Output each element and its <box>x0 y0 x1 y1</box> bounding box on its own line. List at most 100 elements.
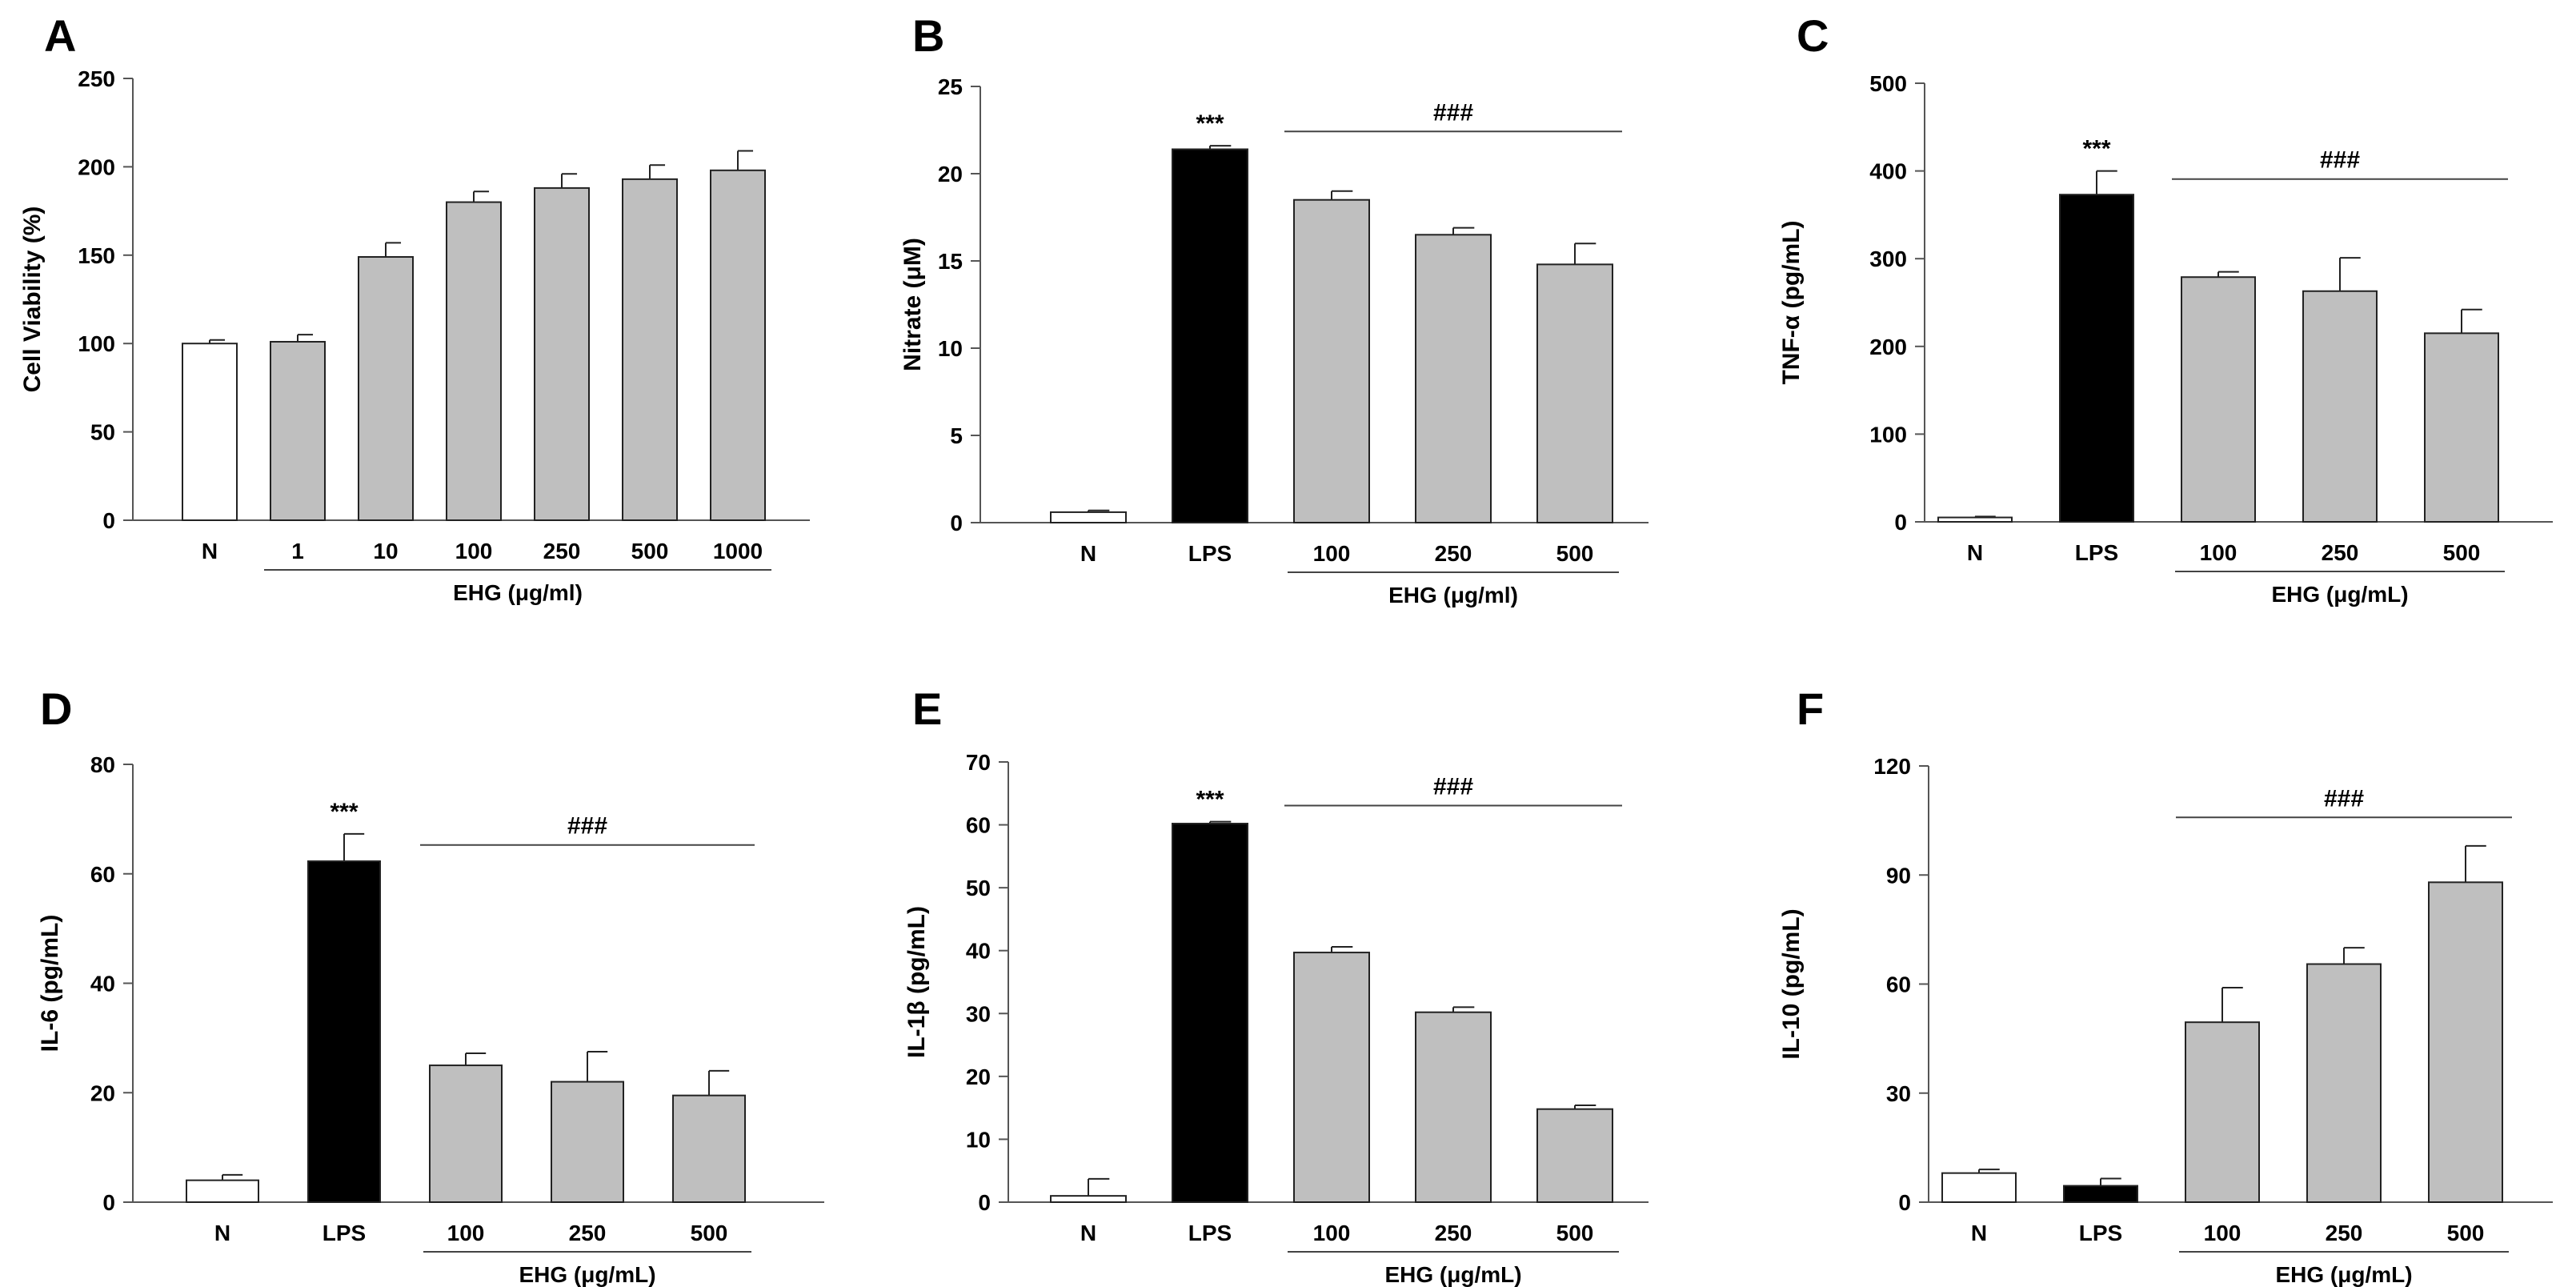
y-axis-label: TNF-α (pg/mL) <box>1778 220 1805 384</box>
x-tick-label: 10 <box>373 539 398 563</box>
bar-N <box>1050 1195 1127 1203</box>
x-tick-label: LPS <box>1188 1221 1232 1245</box>
x-tick-label: 500 <box>2447 1221 2485 1245</box>
y-tick-label: 100 <box>1869 422 1907 447</box>
significance-hash: ### <box>2320 147 2360 174</box>
group-label: EHG (μg/mL) <box>519 1262 655 1287</box>
group-label: EHG (μg/mL) <box>2271 582 2408 607</box>
y-tick-label: 400 <box>1869 159 1907 184</box>
significance-stars: *** <box>2082 136 2110 162</box>
significance-hash: ### <box>1433 99 1473 126</box>
y-tick-label: 20 <box>90 1081 115 1105</box>
bar-LPS <box>1172 148 1248 523</box>
x-tick-label: LPS <box>2075 540 2118 565</box>
y-axis-label: Cell Viability (%) <box>19 206 46 393</box>
y-tick-label: 300 <box>1869 247 1907 271</box>
y-tick-label: 0 <box>1898 1190 1911 1215</box>
y-tick-label: 5 <box>950 423 963 448</box>
y-axis-label: Nitrate (μM) <box>899 238 926 371</box>
bar-250 <box>551 1081 624 1203</box>
group-label: EHG (μg/mL) <box>2275 1262 2412 1287</box>
chart-panel-c: C 0 100 200 300 400 500 TNF-α (pg/mL) N LPS 100 250… <box>1778 10 2553 607</box>
y-tick-label: 0 <box>102 508 115 533</box>
x-tick-label: 500 <box>1556 541 1594 566</box>
x-tick-label: N <box>1080 1221 1096 1245</box>
bar-1 <box>270 340 326 521</box>
chart-panel-d: D 0 20 40 60 80 IL-6 (pg/mL) N LPS 100 250 500 EHG (… <box>37 684 824 1287</box>
bar-LPS <box>2063 1185 2138 1203</box>
x-tick-label: N <box>1971 1221 1987 1245</box>
y-axis-label: IL-10 (pg/mL) <box>1778 908 1805 1059</box>
bar-N <box>186 1179 259 1204</box>
bar-100 <box>1293 198 1370 523</box>
y-tick-label: 70 <box>966 750 991 775</box>
group-label: EHG (μg/ml) <box>453 580 583 605</box>
y-tick-label: 30 <box>966 1001 991 1026</box>
x-tick-label: 1 <box>291 539 304 563</box>
y-tick-label: 0 <box>950 511 963 535</box>
y-tick-label: 0 <box>102 1190 115 1215</box>
y-tick-label: 200 <box>1869 335 1907 359</box>
panel-letter: E <box>912 684 942 734</box>
y-tick-label: 60 <box>90 862 115 887</box>
x-tick-label: N <box>1967 540 1983 565</box>
panel-letter: A <box>44 10 76 61</box>
bar-100 <box>2185 1021 2260 1203</box>
y-tick-label: 60 <box>966 813 991 838</box>
bar-250 <box>1415 1011 1492 1203</box>
chart-panel-f: F 0 30 60 90 120 IL-10 (pg/mL) N LPS 100 250 500 EHG… <box>1778 684 2553 1287</box>
x-tick-label: 100 <box>2204 1221 2241 1245</box>
bar-500 <box>1536 1108 1613 1203</box>
significance-stars: *** <box>1196 110 1224 137</box>
bar-LPS <box>1172 823 1248 1203</box>
bar-100 <box>446 201 502 521</box>
bar-500 <box>672 1094 746 1203</box>
bar-100 <box>429 1064 503 1203</box>
x-tick-label: LPS <box>2079 1221 2122 1245</box>
bar-10 <box>358 256 414 521</box>
x-tick-label: 500 <box>631 539 669 563</box>
y-tick-label: 20 <box>966 1064 991 1089</box>
bar-250 <box>534 186 590 521</box>
x-tick-label: 250 <box>569 1221 607 1245</box>
group-label: EHG (μg/mL) <box>1384 1262 1521 1287</box>
bar-500 <box>1536 263 1613 523</box>
bar-N <box>1941 1172 2017 1203</box>
bar-100 <box>2181 276 2256 523</box>
bar-500 <box>2428 881 2503 1204</box>
y-tick-label: 150 <box>78 243 115 268</box>
significance-hash: ### <box>567 813 607 840</box>
bar-250 <box>2306 963 2382 1204</box>
x-tick-label: 100 <box>2200 540 2237 565</box>
y-tick-label: 30 <box>1886 1081 1911 1106</box>
y-tick-label: 60 <box>1886 972 1911 997</box>
x-tick-label: 250 <box>543 539 581 563</box>
y-tick-label: 100 <box>78 331 115 356</box>
x-tick-label: 100 <box>447 1221 485 1245</box>
x-tick-label: 250 <box>2322 540 2359 565</box>
chart-panel-e: E 0 10 20 30 40 50 60 70 IL-1β (pg/mL) N LPS 100 250 5… <box>903 684 1649 1287</box>
y-tick-label: 120 <box>1873 754 1911 779</box>
group-label: EHG (μg/ml) <box>1388 583 1518 607</box>
y-tick-label: 0 <box>1894 510 1907 535</box>
y-tick-label: 10 <box>938 336 963 361</box>
y-tick-label: 40 <box>90 972 115 996</box>
panel-letter: D <box>40 684 72 734</box>
chart-panel-a: A 0 50 100 150 200 250 Cell Viability (%) N 1 10 10… <box>19 10 810 605</box>
x-tick-label: N <box>214 1221 230 1245</box>
bar-100 <box>1293 952 1370 1203</box>
y-axis-label: IL-6 (pg/mL) <box>37 915 63 1052</box>
panel-letter: B <box>912 10 944 61</box>
x-tick-label: 250 <box>1435 541 1472 566</box>
x-tick-label: LPS <box>1188 541 1232 566</box>
y-tick-label: 200 <box>78 154 115 179</box>
y-tick-label: 0 <box>978 1190 991 1215</box>
y-tick-label: 50 <box>966 876 991 900</box>
chart-panel-b: B 0 5 10 15 20 25 Nitrate (μM) N LPS 100 250 500 EHG … <box>899 10 1649 607</box>
bar-500 <box>2424 332 2499 523</box>
y-tick-label: 50 <box>90 420 115 445</box>
bar-N <box>182 343 238 522</box>
significance-hash: ### <box>2324 785 2364 812</box>
bar-N <box>1937 516 2013 523</box>
